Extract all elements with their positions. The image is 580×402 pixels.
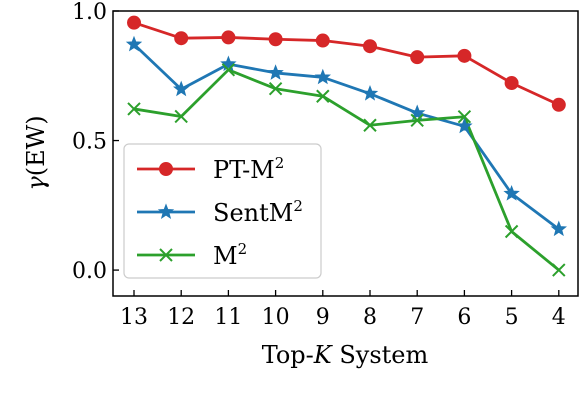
- y-tick-label: 1.0: [72, 0, 107, 25]
- x-tick-label: 5: [505, 305, 519, 330]
- legend-entry-pt-m2: PT-M2: [137, 154, 284, 184]
- sentm2-point: [550, 220, 567, 237]
- sentm2-point: [220, 55, 237, 72]
- pt-m2-point: [221, 30, 236, 45]
- m2-point: [363, 118, 377, 132]
- sentm2-point: [267, 64, 284, 80]
- x-axis-label: Top-K System: [262, 341, 429, 369]
- legend-marker: [159, 162, 173, 176]
- m2-point: [221, 63, 236, 77]
- legend-label: M2: [213, 240, 247, 270]
- legend-label: PT-M2: [213, 154, 284, 184]
- pt-m2-point: [268, 32, 283, 47]
- sentm2-point: [125, 35, 143, 52]
- m2-point: [457, 110, 472, 124]
- y-tick-label: 0.0: [72, 259, 107, 284]
- x-tick-label: 9: [316, 305, 330, 330]
- sentm2-point: [361, 85, 379, 101]
- legend-marker: [159, 248, 173, 262]
- m2-series-line: [133, 68, 560, 272]
- sentm2-point: [314, 68, 331, 85]
- pt-m2-point: [363, 39, 377, 54]
- m2-point: [174, 109, 188, 124]
- x-tick-label: 13: [120, 305, 148, 330]
- sentm2-series-line: [133, 43, 560, 231]
- pt-m2-point: [504, 76, 519, 91]
- x-tick-label: 12: [167, 305, 195, 330]
- m2-point: [268, 82, 283, 96]
- pt-m2-point: [127, 15, 141, 30]
- x-tick-label: 11: [214, 305, 242, 330]
- sentm2-point: [456, 117, 473, 134]
- legend-marker: [157, 203, 175, 219]
- sentm2-point: [409, 104, 426, 121]
- m2-point: [127, 102, 141, 116]
- pt-m2-series-line: [133, 21, 560, 107]
- m2-point: [552, 263, 566, 277]
- sentm2-point: [173, 80, 190, 97]
- pt-m2-point: [315, 33, 330, 48]
- x-tick-label: 7: [410, 305, 424, 330]
- x-tick-label: 6: [457, 305, 471, 330]
- m2-point: [410, 113, 424, 128]
- legend-entry-sentm2: SentM2: [137, 197, 303, 227]
- sentm2-point: [503, 185, 520, 201]
- x-tick-label: 8: [363, 305, 377, 330]
- legend-label: SentM2: [213, 197, 303, 227]
- m2-point: [504, 224, 519, 239]
- pt-m2-point: [410, 50, 425, 65]
- legend-entry-m2: M2: [137, 240, 247, 270]
- x-tick-label: 10: [262, 305, 290, 330]
- m2-point: [316, 89, 330, 103]
- y-axis-label: γ(EW): [22, 115, 50, 190]
- pt-m2-point: [551, 97, 566, 112]
- x-tick-label: 4: [552, 305, 566, 330]
- legend-box: [123, 143, 322, 279]
- pt-m2-point: [457, 48, 472, 63]
- y-tick-label: 0.5: [72, 130, 107, 155]
- plot-area: [112, 10, 579, 297]
- pt-m2-point: [174, 31, 189, 46]
